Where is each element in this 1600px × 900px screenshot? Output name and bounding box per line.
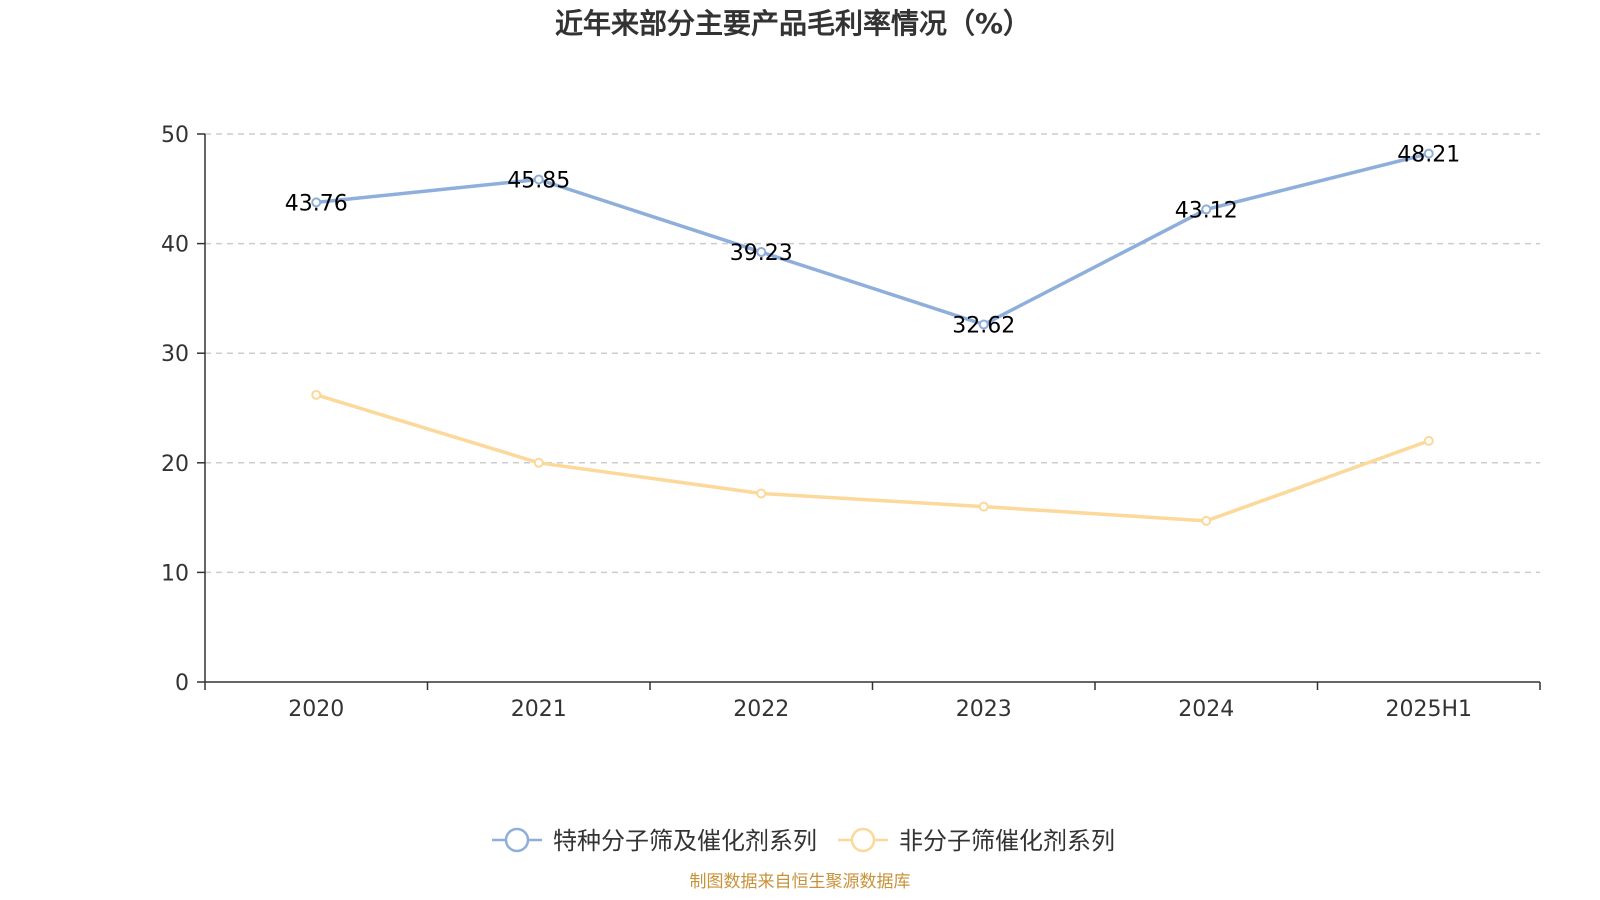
data-point[interactable] bbox=[1201, 515, 1212, 526]
data-point[interactable] bbox=[533, 457, 544, 468]
axes: 0 10 20 30 40 50 2020 2021 2022 2023 2024 2025H1 bbox=[161, 123, 1541, 722]
x-tick-label: 2022 bbox=[733, 697, 789, 722]
grid-lines bbox=[205, 133, 1540, 574]
data-label: 45.85 bbox=[507, 168, 570, 193]
data-point[interactable] bbox=[756, 488, 767, 499]
x-tick-label: 2020 bbox=[288, 697, 344, 722]
x-tick-label: 2025H1 bbox=[1385, 697, 1472, 722]
series-lines bbox=[311, 148, 1434, 526]
data-point[interactable] bbox=[533, 174, 544, 185]
y-tick-label: 10 bbox=[161, 561, 189, 586]
series-line bbox=[314, 393, 1431, 523]
data-label: 43.76 bbox=[285, 191, 348, 216]
x-tick-label: 2024 bbox=[1178, 697, 1234, 722]
legend-circle-marker bbox=[504, 827, 530, 853]
data-point[interactable] bbox=[311, 389, 322, 400]
data-labels: 43.76 45.85 39.23 32.62 43.12 48.21 bbox=[285, 143, 1460, 339]
data-point[interactable] bbox=[1423, 148, 1434, 159]
y-tick-label: 20 bbox=[161, 452, 189, 477]
data-point[interactable] bbox=[978, 319, 989, 330]
y-tick-label: 40 bbox=[161, 233, 189, 258]
legend-item[interactable]: 特种分子筛及催化剂系列 bbox=[492, 827, 817, 855]
legend-item[interactable]: 非分子筛催化剂系列 bbox=[838, 827, 1115, 855]
data-point[interactable] bbox=[756, 247, 767, 258]
chart-title: 近年来部分主要产品毛利率情况（%） bbox=[555, 7, 1031, 40]
data-label: 39.23 bbox=[730, 241, 793, 266]
x-tick-label: 2021 bbox=[511, 697, 567, 722]
y-tick-label: 50 bbox=[161, 123, 189, 148]
data-label: 43.12 bbox=[1175, 198, 1238, 223]
data-label: 32.62 bbox=[952, 313, 1015, 338]
data-point[interactable] bbox=[311, 197, 322, 208]
legend-circle-marker bbox=[850, 827, 876, 853]
y-tick-label: 30 bbox=[161, 342, 189, 367]
series-line bbox=[314, 151, 1431, 327]
x-tick-label: 2023 bbox=[956, 697, 1012, 722]
data-point[interactable] bbox=[978, 501, 989, 512]
legend-label: 特种分子筛及催化剂系列 bbox=[553, 827, 817, 855]
data-point[interactable] bbox=[1423, 435, 1434, 446]
legend[interactable]: 特种分子筛及催化剂系列 非分子筛催化剂系列 bbox=[492, 827, 1115, 855]
data-point[interactable] bbox=[1201, 204, 1212, 215]
y-tick-label: 0 bbox=[175, 671, 189, 696]
source-note: 制图数据来自恒生聚源数据库 bbox=[690, 872, 911, 892]
data-label: 48.21 bbox=[1397, 143, 1460, 168]
legend-label: 非分子筛催化剂系列 bbox=[899, 827, 1115, 855]
